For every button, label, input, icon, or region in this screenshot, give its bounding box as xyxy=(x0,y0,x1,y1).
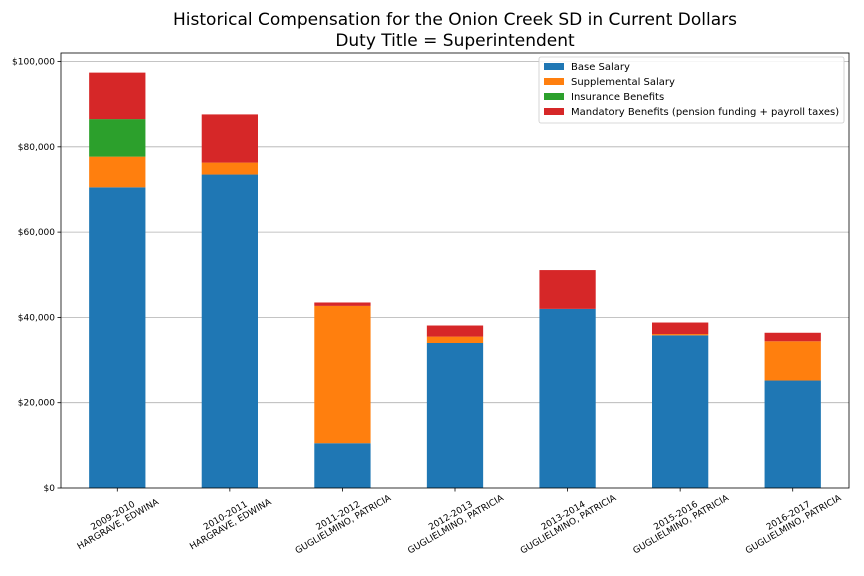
legend: Base Salary Supplemental Salary Insurance … xyxy=(538,56,845,124)
legend-swatch xyxy=(544,63,564,70)
x-tick-label: 2009-2010HARGRAVE, EDWINA xyxy=(71,488,162,552)
bar-segment xyxy=(426,343,484,488)
x-tick-label-line: GUGLIELMINO, PATRICIA xyxy=(632,493,732,556)
y-axis: $0 $20,000 $40,000 $60,000 $80,000 $100,000 xyxy=(12,58,61,494)
x-tick-label: 2011-2012GUGLIELMINO, PATRICIA xyxy=(289,484,394,556)
bar-segment xyxy=(652,334,709,336)
bar-segment xyxy=(764,380,821,488)
bar-segment xyxy=(201,114,258,163)
y-tick-label: $80,000 xyxy=(18,143,55,153)
bar-segment xyxy=(201,174,258,488)
bar-segment xyxy=(201,162,258,175)
bar-segment xyxy=(426,325,484,337)
bar-segment xyxy=(89,187,146,488)
y-tick-label: $60,000 xyxy=(18,228,55,238)
x-tick-label-line: GUGLIELMINO, PATRICIA xyxy=(744,493,844,556)
x-tick-label-line: GUGLIELMINO, PATRICIA xyxy=(406,493,506,556)
x-tick-label-line: GUGLIELMINO, PATRICIA xyxy=(294,493,394,556)
bar-segment xyxy=(89,156,146,188)
x-tick-label-line: HARGRAVE, EDWINA xyxy=(188,497,274,552)
x-tick-label: 2012-2013GUGLIELMINO, PATRICIA xyxy=(401,484,506,556)
bar-segment xyxy=(314,302,371,306)
legend-swatch xyxy=(544,108,564,115)
x-tick-label-line: HARGRAVE, EDWINA xyxy=(76,497,162,552)
y-tick-label: $0 xyxy=(44,484,56,494)
y-tick-label: $100,000 xyxy=(12,58,55,68)
gridlines xyxy=(61,61,849,404)
y-tick-label: $20,000 xyxy=(18,399,55,409)
legend-label: Supplemental Salary xyxy=(571,77,675,88)
bar-segment xyxy=(764,341,821,381)
bar-segment xyxy=(426,336,484,343)
bar-segment xyxy=(764,332,821,342)
bar-segment xyxy=(314,443,371,488)
y-tick-label: $40,000 xyxy=(18,313,55,323)
legend-label: Base Salary xyxy=(571,62,630,73)
bar-segment xyxy=(314,305,371,444)
bar-segment xyxy=(89,72,146,120)
x-tick-label: 2013-2014GUGLIELMINO, PATRICIA xyxy=(514,484,619,556)
x-tick-label-line: GUGLIELMINO, PATRICIA xyxy=(519,493,619,556)
x-tick-label: 2010-2011HARGRAVE, EDWINA xyxy=(183,488,274,552)
bar-segment xyxy=(652,322,709,335)
legend-swatch xyxy=(544,93,564,100)
chart-subtitle: Duty Title = Superintendent xyxy=(335,31,575,51)
bar-segment xyxy=(539,270,596,309)
x-axis: 2009-2010HARGRAVE, EDWINA 2010-2011HARGRA… xyxy=(71,484,844,556)
legend-swatch xyxy=(544,78,564,85)
legend-label: Mandatory Benefits (pension funding + pa… xyxy=(571,107,839,118)
chart-title: Historical Compensation for the Onion Cr… xyxy=(173,10,737,30)
legend-frame xyxy=(538,56,845,124)
bar-segment xyxy=(539,308,596,488)
bar-segment xyxy=(652,335,709,488)
legend-label: Insurance Benefits xyxy=(571,92,664,103)
x-tick-label: 2016-2017GUGLIELMINO, PATRICIA xyxy=(739,484,844,556)
x-tick-label: 2015-2016GUGLIELMINO, PATRICIA xyxy=(627,484,732,556)
bar-segment xyxy=(89,119,146,157)
bars xyxy=(89,72,821,488)
